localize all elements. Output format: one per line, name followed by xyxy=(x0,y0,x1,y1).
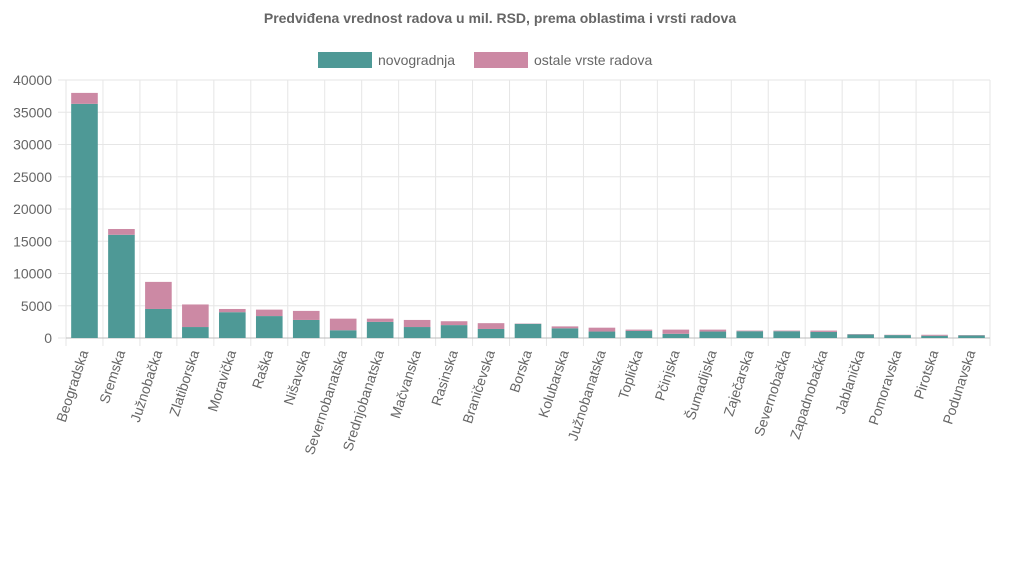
y-tick-label: 30000 xyxy=(13,137,52,153)
legend-swatch xyxy=(318,52,372,68)
x-category-label: Beogradska xyxy=(53,348,91,424)
bar-segment xyxy=(847,334,874,338)
bar-segment xyxy=(884,335,911,338)
bar-segment xyxy=(255,309,283,317)
y-tick-label: 20000 xyxy=(13,201,52,217)
x-category-label: Nišavska xyxy=(280,348,313,407)
legend-swatch xyxy=(474,52,528,68)
y-tick-label: 35000 xyxy=(13,104,52,120)
bar-segment xyxy=(403,327,431,338)
bar-segment xyxy=(921,335,948,338)
bar-segment xyxy=(477,323,505,329)
x-category-label: Borska xyxy=(506,348,535,395)
legend-label: ostale vrste radova xyxy=(534,52,652,68)
bar-segment xyxy=(921,334,948,336)
bar-segment xyxy=(440,325,468,338)
x-category-label: Zaječarska xyxy=(720,348,756,418)
x-category-label: Pomoravska xyxy=(865,348,904,427)
bar-segment xyxy=(625,330,653,338)
x-category-label: Zlatiborska xyxy=(166,348,202,418)
bar-segment xyxy=(145,308,172,338)
bar-segment xyxy=(588,331,616,338)
bar-segment xyxy=(625,329,653,331)
bar-segment xyxy=(182,327,209,338)
bar-segment xyxy=(71,103,98,339)
x-category-label: Kolubarska xyxy=(535,348,572,420)
legend-item[interactable]: ostale vrste radova xyxy=(474,52,652,68)
x-category-label: Severnobačka xyxy=(751,348,794,438)
bar-segment xyxy=(736,331,764,338)
x-category-label: Rasinska xyxy=(428,348,461,408)
y-tick-label: 0 xyxy=(44,330,52,346)
y-tick-label: 40000 xyxy=(13,72,52,88)
bar-segment xyxy=(810,330,837,332)
bar-segment xyxy=(182,304,209,328)
bar-segment xyxy=(292,319,320,338)
x-category-label: Sremska xyxy=(96,348,128,406)
bar-segment xyxy=(662,333,690,338)
bar-segment xyxy=(366,318,394,322)
bar-segment xyxy=(810,331,837,338)
bar-segment xyxy=(440,321,468,326)
bar-segment xyxy=(329,318,357,331)
bar-segment xyxy=(773,330,801,332)
bar-segment xyxy=(736,330,764,332)
bar-segment xyxy=(329,330,357,338)
x-category-label: Mačvanska xyxy=(387,348,424,420)
y-tick-label: 5000 xyxy=(21,298,52,314)
y-tick-label: 10000 xyxy=(13,266,52,282)
bar-segment xyxy=(699,331,727,338)
x-category-label: Moravička xyxy=(204,348,239,414)
legend-label: novogradnja xyxy=(378,52,455,68)
legend: novogradnja ostale vrste radova xyxy=(318,52,652,68)
x-category-label: Podunavska xyxy=(939,348,978,426)
chart-title: Predviđena vrednost radova u mil. RSD, p… xyxy=(264,10,736,26)
bar-segment xyxy=(108,234,135,338)
bar-segment xyxy=(958,335,985,338)
bar-segment xyxy=(145,281,172,309)
bar-segment xyxy=(514,323,542,338)
bar-segment xyxy=(551,328,579,338)
x-category-label: Pirotska xyxy=(911,348,942,401)
x-category-label: Toplička xyxy=(615,348,646,401)
y-tick-label: 25000 xyxy=(13,169,52,185)
x-category-label: Pčinjska xyxy=(651,348,682,403)
bars xyxy=(71,92,985,339)
y-tick-label: 15000 xyxy=(13,233,52,249)
legend-item[interactable]: novogradnja xyxy=(318,52,455,68)
y-axis: 0 5000 10000 15000 20000 25000 30000 35000 40000 xyxy=(13,72,52,346)
bar-segment xyxy=(108,228,135,235)
bar-segment xyxy=(255,316,283,338)
bar-segment xyxy=(477,328,505,338)
x-category-label: Jablanička xyxy=(832,348,868,416)
grid-lines xyxy=(58,79,991,346)
x-category-label: Raška xyxy=(249,348,277,391)
bar-segment xyxy=(219,308,246,313)
bar-segment xyxy=(699,329,727,332)
x-category-label: Južnobačka xyxy=(127,348,165,424)
bar-segment xyxy=(219,312,246,338)
bar-segment xyxy=(366,321,394,338)
x-category-label: Zapadnobačka xyxy=(787,348,831,441)
bar-segment xyxy=(662,329,690,334)
bar-segment xyxy=(292,310,320,320)
x-category-label: Šumadijska xyxy=(682,348,720,422)
bar-segment xyxy=(773,331,801,338)
x-category-label: Južnobanatska xyxy=(564,348,608,443)
bar-segment xyxy=(403,319,431,328)
bar-segment xyxy=(71,92,98,104)
bar-segment xyxy=(551,326,579,329)
bar-segment xyxy=(588,327,616,332)
x-category-label: Braničevska xyxy=(459,348,498,426)
